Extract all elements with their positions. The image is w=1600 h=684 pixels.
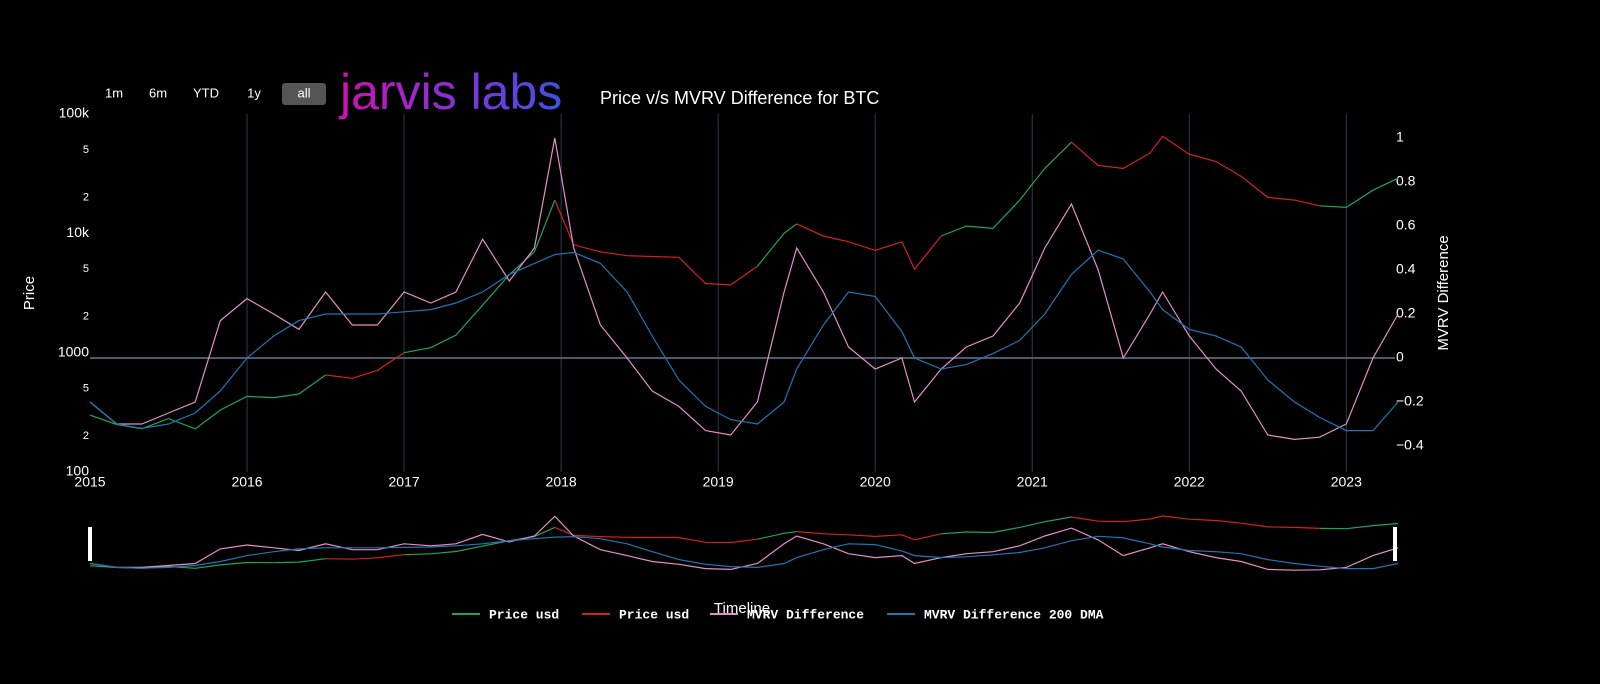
- range-button[interactable]: all: [297, 85, 310, 100]
- range-button[interactable]: 1m: [105, 85, 123, 100]
- y2-tick-label: 1: [1396, 129, 1404, 145]
- logo: jarvis labs: [338, 64, 562, 120]
- range-button[interactable]: 6m: [149, 85, 167, 100]
- series-line: [89, 137, 1399, 441]
- range-slider-line: [89, 516, 1399, 569]
- range-button[interactable]: 1y: [247, 85, 261, 100]
- legend-label[interactable]: Price usd: [489, 607, 559, 622]
- range-buttons: 1m 6m YTD 1y all: [105, 83, 326, 105]
- y2-tick-label: 0.6: [1396, 217, 1416, 233]
- y-tick-label: 100: [66, 463, 90, 479]
- x-tick-label: 2019: [703, 474, 734, 490]
- chart-title: Price v/s MVRV Difference for BTC: [600, 88, 879, 108]
- legend-label[interactable]: MVRV Difference: [747, 607, 864, 622]
- y2-tick-label: −0.4: [1396, 437, 1424, 453]
- y2-tick-label: 0.4: [1396, 261, 1416, 277]
- x-tick-label: 2017: [389, 474, 420, 490]
- y-tick-label: 1000: [58, 343, 89, 359]
- range-slider-line: [89, 535, 1399, 570]
- range-handle[interactable]: [1393, 527, 1397, 561]
- x-tick-label: 2020: [860, 474, 891, 490]
- y-tick-label: 2: [83, 191, 89, 203]
- y-tick-label: 5: [83, 144, 89, 156]
- x-tick-label: 2016: [231, 474, 262, 490]
- y2-tick-label: −0.2: [1396, 393, 1424, 409]
- plot-area: 2015 2016 2017 2018 2019 2020 2021 2022 20231002…: [58, 105, 1424, 623]
- legend-label[interactable]: Price usd: [619, 607, 689, 622]
- y-tick-label: 10k: [66, 224, 90, 240]
- x-tick-label: 2015: [74, 474, 105, 490]
- x-tick-label: 2023: [1331, 474, 1362, 490]
- x-tick-label: 2018: [546, 474, 577, 490]
- legend-label[interactable]: MVRV Difference 200 DMA: [924, 607, 1104, 622]
- range-handle[interactable]: [88, 527, 92, 561]
- y2-axis-title: MVRV Difference: [1435, 235, 1452, 350]
- range-slider-line: [89, 515, 1399, 571]
- y-tick-label: 5: [83, 263, 89, 275]
- y-axis-title: Price: [21, 276, 38, 310]
- x-axis-title: Timeline: [714, 600, 770, 617]
- x-tick-label: 2022: [1174, 474, 1205, 490]
- y-tick-label: 2: [83, 430, 89, 442]
- series-line: [89, 141, 1399, 430]
- range-button[interactable]: YTD: [193, 85, 219, 100]
- range-button-bg: [282, 83, 326, 105]
- y-tick-label: 2: [83, 311, 89, 323]
- y-tick-label: 100k: [59, 105, 90, 121]
- x-tick-label: 2021: [1017, 474, 1048, 490]
- series-line: [89, 249, 1399, 432]
- y2-tick-label: 0: [1396, 349, 1404, 365]
- series-line: [325, 135, 1320, 379]
- y2-tick-label: 0.2: [1396, 305, 1416, 321]
- y2-tick-label: 0.8: [1396, 173, 1416, 189]
- y-tick-label: 5: [83, 382, 89, 394]
- range-slider-line: [325, 515, 1320, 560]
